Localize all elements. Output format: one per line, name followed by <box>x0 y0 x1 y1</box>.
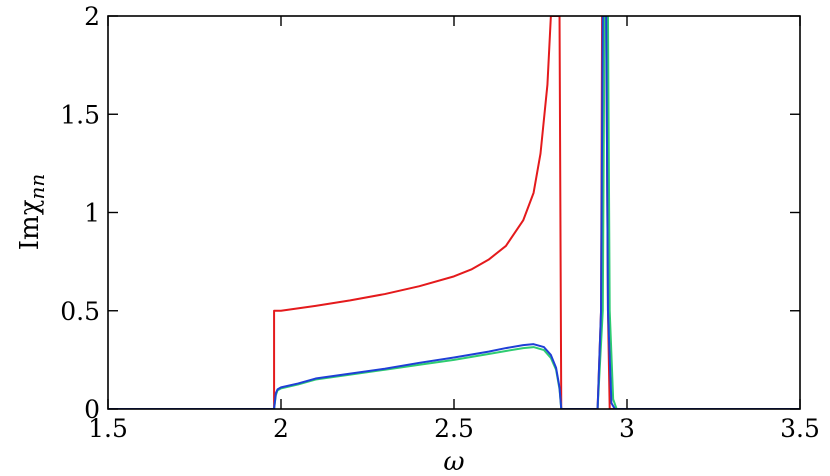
y-tick-label: 1.5 <box>60 100 100 129</box>
x-tick-label: 1.5 <box>88 414 128 443</box>
y-axis-label-subscript: nn <box>25 174 49 200</box>
series-layer <box>108 16 800 409</box>
tick-layer: 1.5 2 2.5 3 3.5 0 0.5 1 1.5 2 <box>60 2 820 443</box>
x-tick-label: 3.5 <box>780 414 820 443</box>
y-axis-label: Imχnn <box>15 174 49 250</box>
series-line-2 <box>108 16 800 409</box>
y-tick-label: 1 <box>84 199 100 228</box>
x-tick-label: 2 <box>273 414 289 443</box>
plot-frame <box>107 15 801 410</box>
series-line-3 <box>108 16 800 409</box>
x-tick-label: 2.5 <box>434 414 474 443</box>
series-line-1 <box>108 16 800 409</box>
y-axis-label-main: Imχ <box>15 199 45 250</box>
y-tick-label: 0 <box>84 395 100 424</box>
x-axis-label: ω <box>443 447 464 476</box>
y-tick-label: 0.5 <box>60 297 100 326</box>
x-tick-label: 3 <box>619 414 635 443</box>
y-tick-label: 2 <box>84 2 100 31</box>
